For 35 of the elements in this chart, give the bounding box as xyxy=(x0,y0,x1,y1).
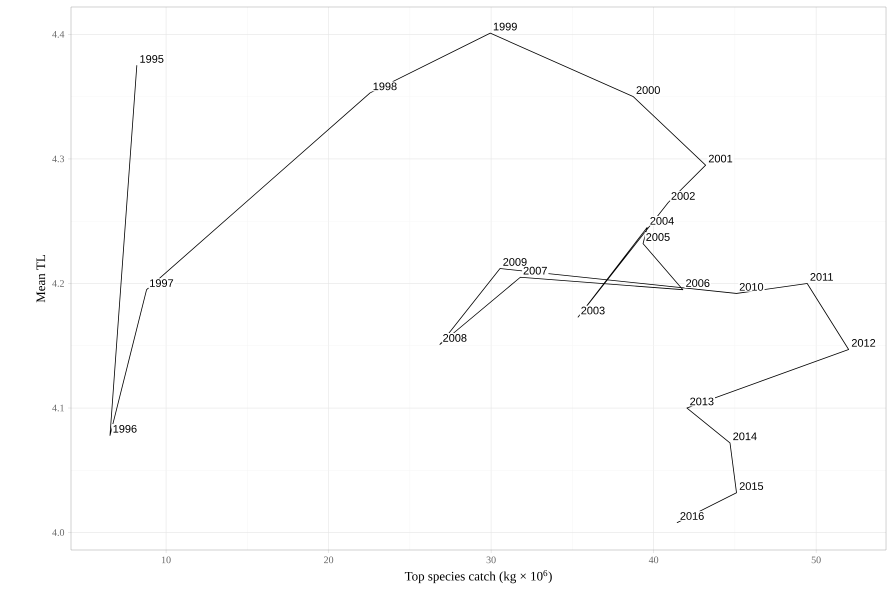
annotation: 1999 xyxy=(494,22,517,30)
annotation: 2004 xyxy=(650,216,674,225)
x-tick-label: 10 xyxy=(162,556,171,564)
y-tick-label: 4.1 xyxy=(52,404,64,412)
annotation: 2016 xyxy=(680,512,704,520)
annotation: 2001 xyxy=(708,154,732,162)
annotation: 1996 xyxy=(114,424,137,433)
annotation: 2008 xyxy=(443,334,466,342)
x-tick-label: 20 xyxy=(324,556,334,564)
annotation: 2003 xyxy=(581,306,605,314)
annotation: 1998 xyxy=(374,82,397,90)
annotation: 1995 xyxy=(140,55,164,63)
y-axis-title: Mean TL xyxy=(36,255,46,302)
annotation: 2010 xyxy=(740,282,764,291)
y-tick-label: 4.4 xyxy=(52,31,64,38)
y-tick-label: 4.2 xyxy=(52,280,64,287)
annotation: 2014 xyxy=(733,432,757,440)
x-tick-label: 30 xyxy=(486,556,496,564)
annotation: 2006 xyxy=(686,279,710,288)
annotation: 1997 xyxy=(150,279,174,288)
y-tick-label: 4.3 xyxy=(52,156,64,162)
x-axis-title: Top species catch (kg × 10$^{6}$) xyxy=(404,570,552,584)
x-tick-label: 50 xyxy=(812,556,821,564)
annotation: 2015 xyxy=(740,482,764,490)
annotation: 2011 xyxy=(810,273,833,281)
annotation: 2002 xyxy=(671,192,695,200)
x-tick-label: 40 xyxy=(648,556,658,564)
annotation: 2009 xyxy=(503,258,527,266)
annotation: 2013 xyxy=(690,398,714,406)
line-series xyxy=(110,32,850,523)
annotation: 2012 xyxy=(852,339,876,347)
annotation: 2007 xyxy=(524,266,547,275)
annotation: 2000 xyxy=(636,86,660,94)
y-tick-label: 4.0 xyxy=(52,529,64,536)
annotation: 2005 xyxy=(646,233,670,241)
